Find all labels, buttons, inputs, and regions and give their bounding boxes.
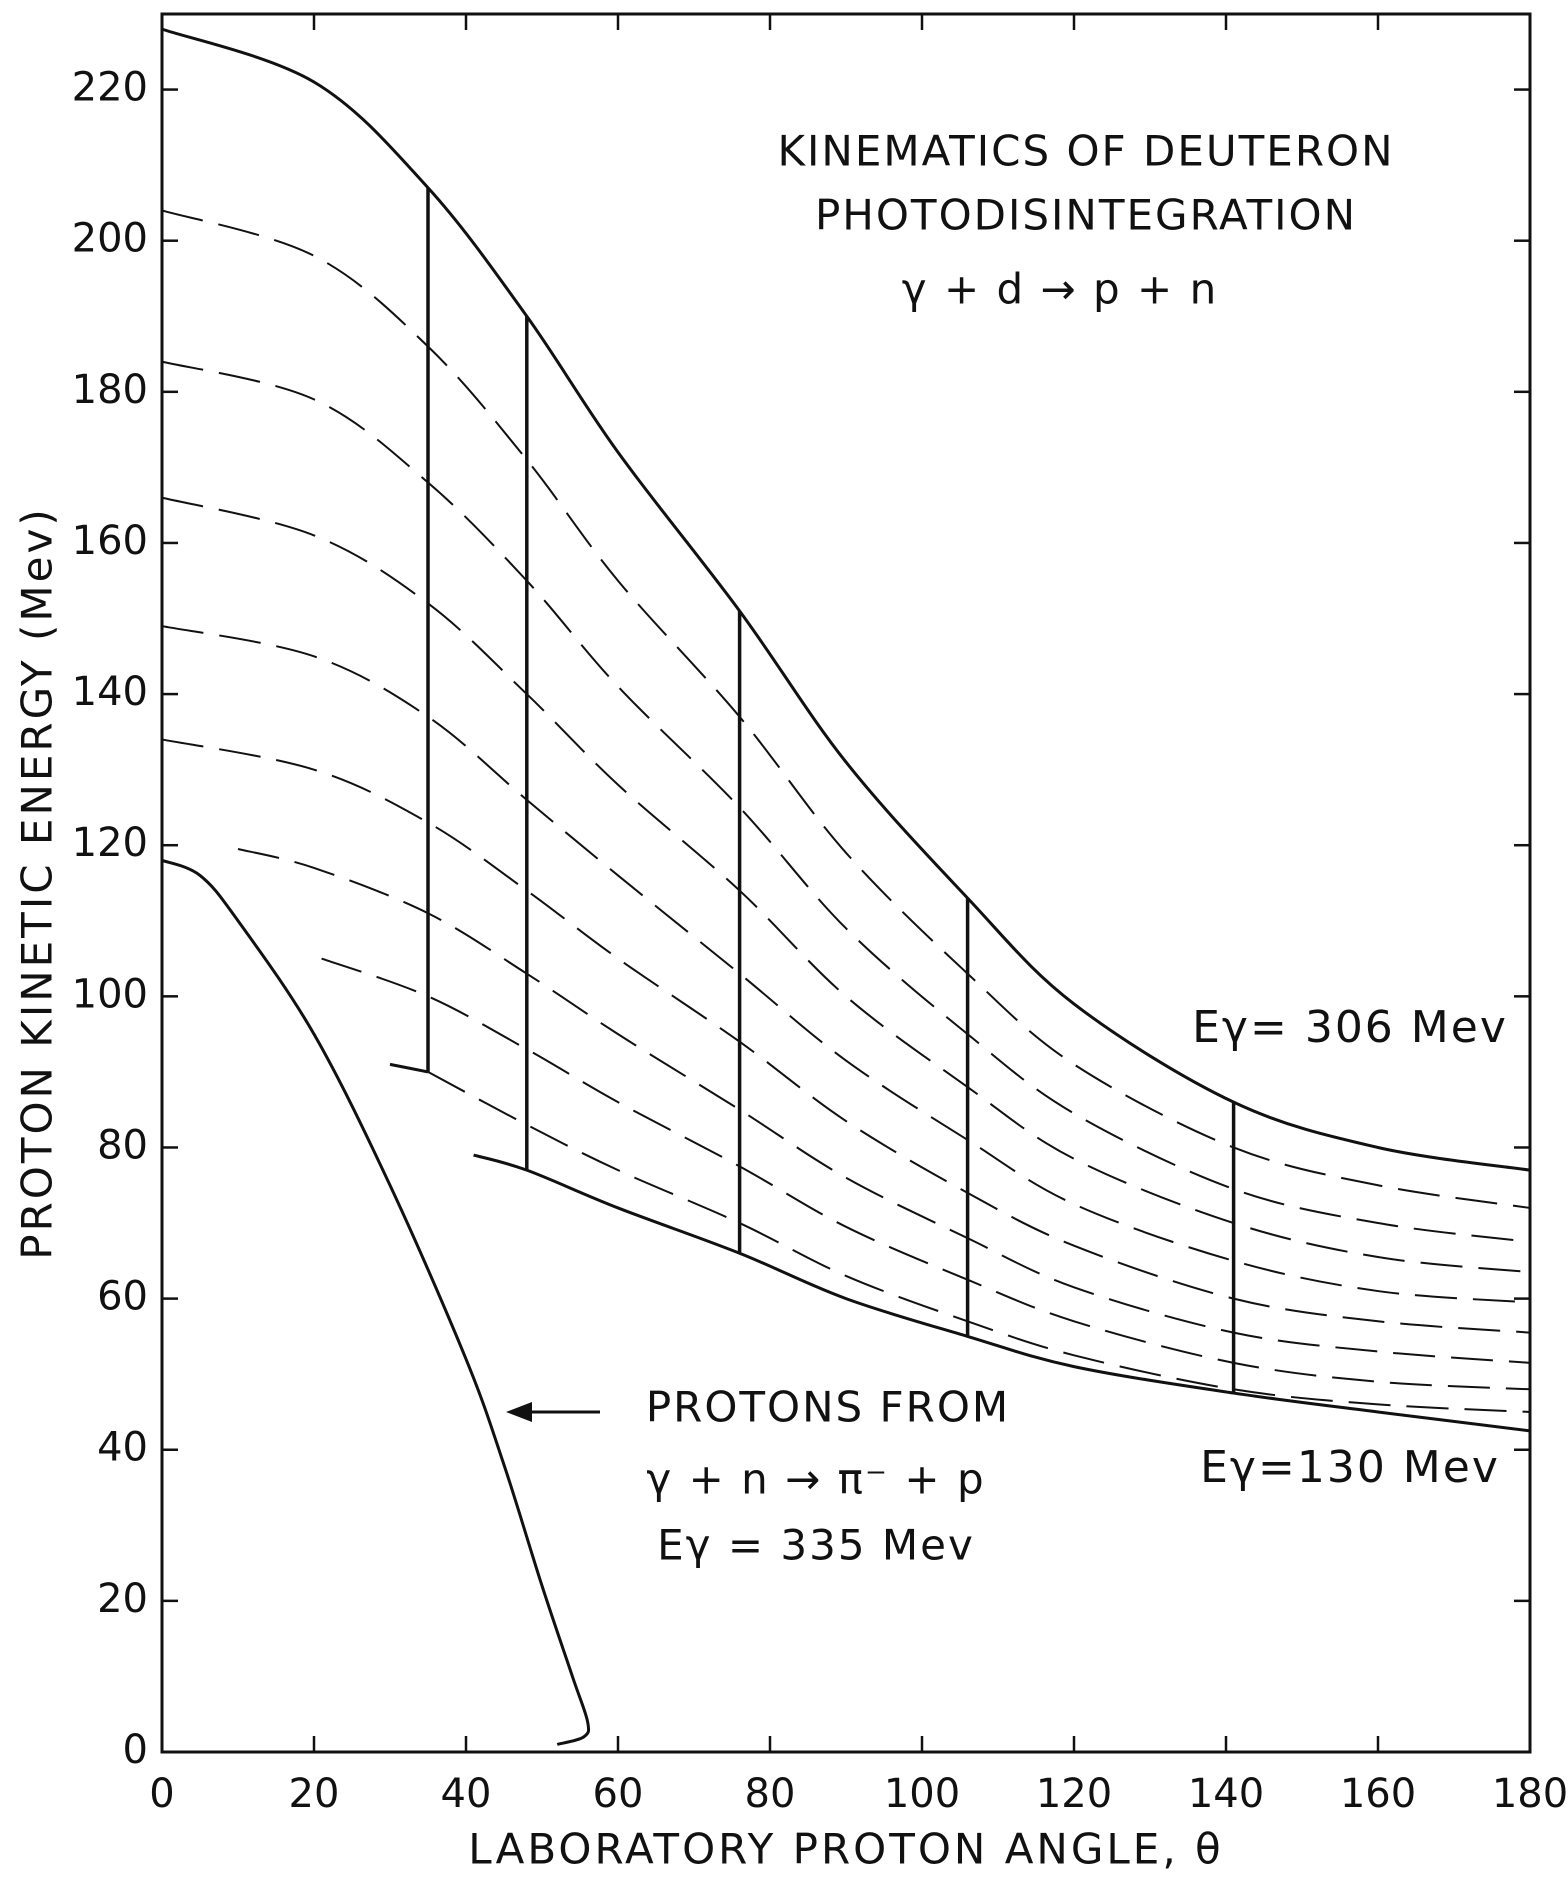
chart-title: γ + d → p + n: [902, 265, 1218, 314]
curve: [237, 848, 1531, 1364]
annotation: PROTONS FROM: [646, 1383, 1010, 1432]
x-tick-label: 180: [1492, 1771, 1568, 1817]
curve: [161, 360, 1531, 1243]
annotation: γ + n → π⁻ + p: [646, 1455, 985, 1504]
curve: [161, 625, 1531, 1304]
x-tick-label: 20: [289, 1771, 340, 1817]
y-tick-label: 0: [123, 1727, 148, 1773]
curve: [161, 738, 1531, 1334]
annotation: Eγ=130 Mev: [1200, 1442, 1500, 1493]
curve: [161, 858, 591, 1746]
x-tick-label: 160: [1340, 1771, 1416, 1817]
x-tick-label: 60: [593, 1771, 644, 1817]
y-tick-label: 200: [72, 216, 148, 262]
x-tick-label: 80: [745, 1771, 796, 1817]
chart-title: PHOTODISINTEGRATION: [815, 191, 1357, 240]
curve: [473, 1153, 1531, 1433]
x-axis-label: LABORATORY PROTON ANGLE, θ: [468, 1825, 1223, 1874]
curve: [161, 27, 1531, 1172]
x-tick-label: 100: [884, 1771, 960, 1817]
y-tick-label: 80: [97, 1122, 148, 1168]
curve: [389, 1062, 429, 1074]
annotation: Eγ= 306 Mev: [1192, 1002, 1508, 1053]
x-tick-label: 140: [1188, 1771, 1264, 1817]
y-axis-label: PROTON KINETIC ENERGY (Mev): [13, 506, 62, 1260]
curve: [427, 1071, 1531, 1413]
y-tick-label: 220: [72, 65, 148, 111]
annotation: Eγ = 335 Mev: [657, 1521, 975, 1570]
y-tick-label: 20: [97, 1576, 148, 1622]
chart-title: KINEMATICS OF DEUTERON: [777, 127, 1394, 176]
x-tick-label: 40: [441, 1771, 492, 1817]
y-tick-label: 160: [72, 518, 148, 564]
y-tick-label: 60: [97, 1274, 148, 1320]
curve: [161, 496, 1531, 1274]
curve: [321, 957, 1531, 1391]
x-tick-label: 0: [149, 1771, 174, 1817]
y-tick-label: 120: [72, 820, 148, 866]
annotation-arrowhead: [506, 1402, 532, 1422]
curve: [161, 209, 1531, 1209]
y-tick-label: 40: [97, 1425, 148, 1471]
x-tick-label: 120: [1036, 1771, 1112, 1817]
y-tick-label: 140: [72, 669, 148, 715]
plot-frame: [160, 12, 1532, 1754]
y-tick-label: 180: [72, 367, 148, 413]
y-tick-label: 100: [72, 971, 148, 1017]
